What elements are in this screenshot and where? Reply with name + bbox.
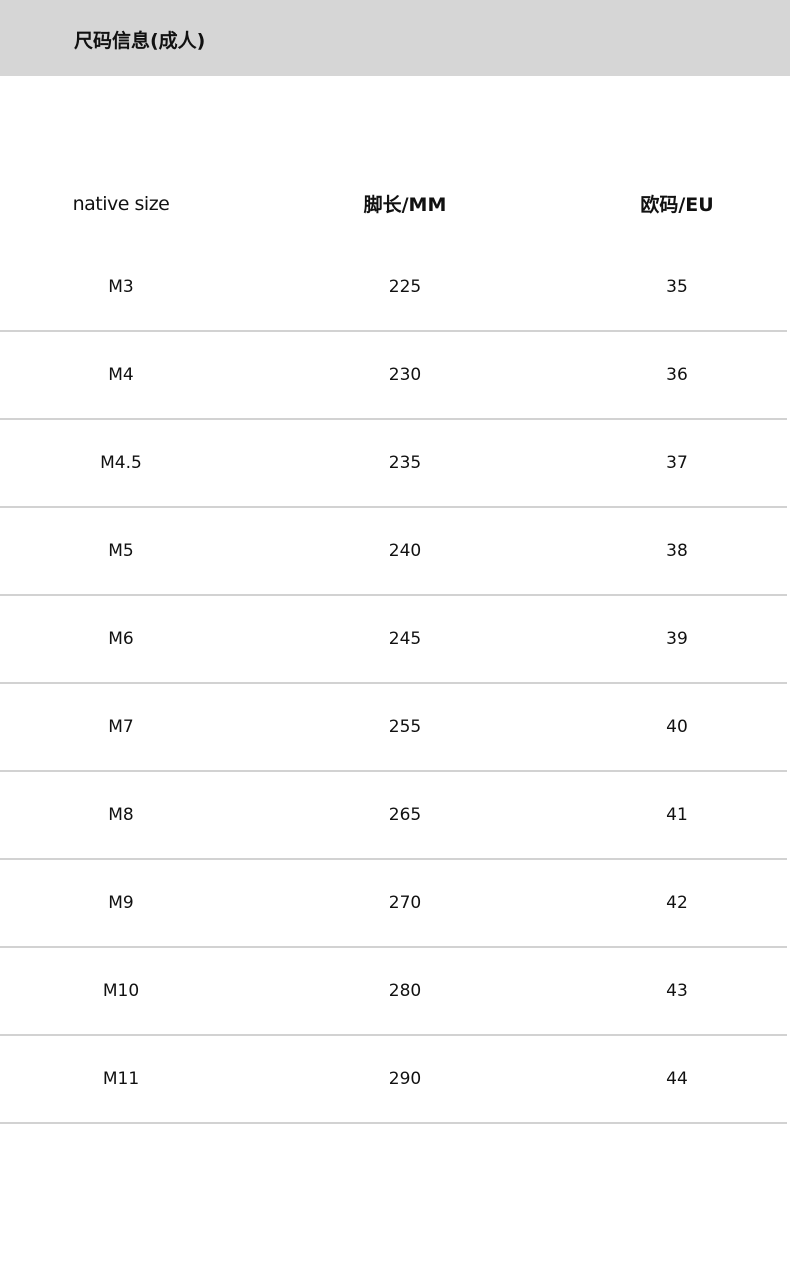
- table-cell: 235: [388, 453, 422, 473]
- table-row: M11 290 44: [0, 1036, 787, 1124]
- table-cell: M3: [108, 277, 134, 297]
- table-cell: 230: [388, 365, 422, 385]
- table-cell: M7: [108, 717, 134, 737]
- table-cell: M10: [102, 981, 140, 1001]
- table-cell: 43: [666, 981, 688, 1001]
- table-cell: M4.5: [100, 453, 142, 473]
- table-cell: M5: [108, 541, 134, 561]
- table-cell: 280: [388, 981, 422, 1001]
- size-table: native size 脚长/MM 欧码/EU M3 225 35 M4 230 36 M4…: [0, 163, 787, 1124]
- table-row: M4.5 235 37: [0, 420, 787, 508]
- column-header: 欧码/EU: [640, 194, 714, 216]
- column-header: 脚长/MM: [363, 194, 447, 216]
- table-row: M9 270 42: [0, 860, 787, 948]
- table-cell: 240: [388, 541, 422, 561]
- table-cell: M4: [108, 365, 134, 385]
- table-cell: 265: [388, 805, 422, 825]
- table-cell: 41: [666, 805, 688, 825]
- table-row: M7 255 40: [0, 684, 787, 772]
- table-header-row: native size 脚长/MM 欧码/EU: [0, 163, 787, 244]
- page-title: 尺码信息(成人): [74, 30, 206, 52]
- table-cell: 290: [388, 1069, 422, 1089]
- table-cell: 35: [666, 277, 688, 297]
- table-cell: 39: [666, 629, 688, 649]
- table-cell: 38: [666, 541, 688, 561]
- table-cell: M6: [108, 629, 134, 649]
- table-cell: M11: [102, 1069, 140, 1089]
- table-cell: 270: [388, 893, 422, 913]
- table-cell: 36: [666, 365, 688, 385]
- table-cell: 225: [388, 277, 422, 297]
- table-cell: 40: [666, 717, 688, 737]
- table-cell: M8: [108, 805, 134, 825]
- table-cell: 37: [666, 453, 688, 473]
- table-cell: 255: [388, 717, 422, 737]
- table-row: M10 280 43: [0, 948, 787, 1036]
- header-bar: 尺码信息(成人): [0, 0, 790, 76]
- table-cell: 42: [666, 893, 688, 913]
- table-cell: M9: [108, 893, 134, 913]
- table-row: M6 245 39: [0, 596, 787, 684]
- column-header: native size: [72, 192, 170, 215]
- table-row: M3 225 35: [0, 244, 787, 332]
- table-cell: 44: [666, 1069, 688, 1089]
- table-row: M8 265 41: [0, 772, 787, 860]
- table-cell: 245: [388, 629, 422, 649]
- table-row: M4 230 36: [0, 332, 787, 420]
- table-row: M5 240 38: [0, 508, 787, 596]
